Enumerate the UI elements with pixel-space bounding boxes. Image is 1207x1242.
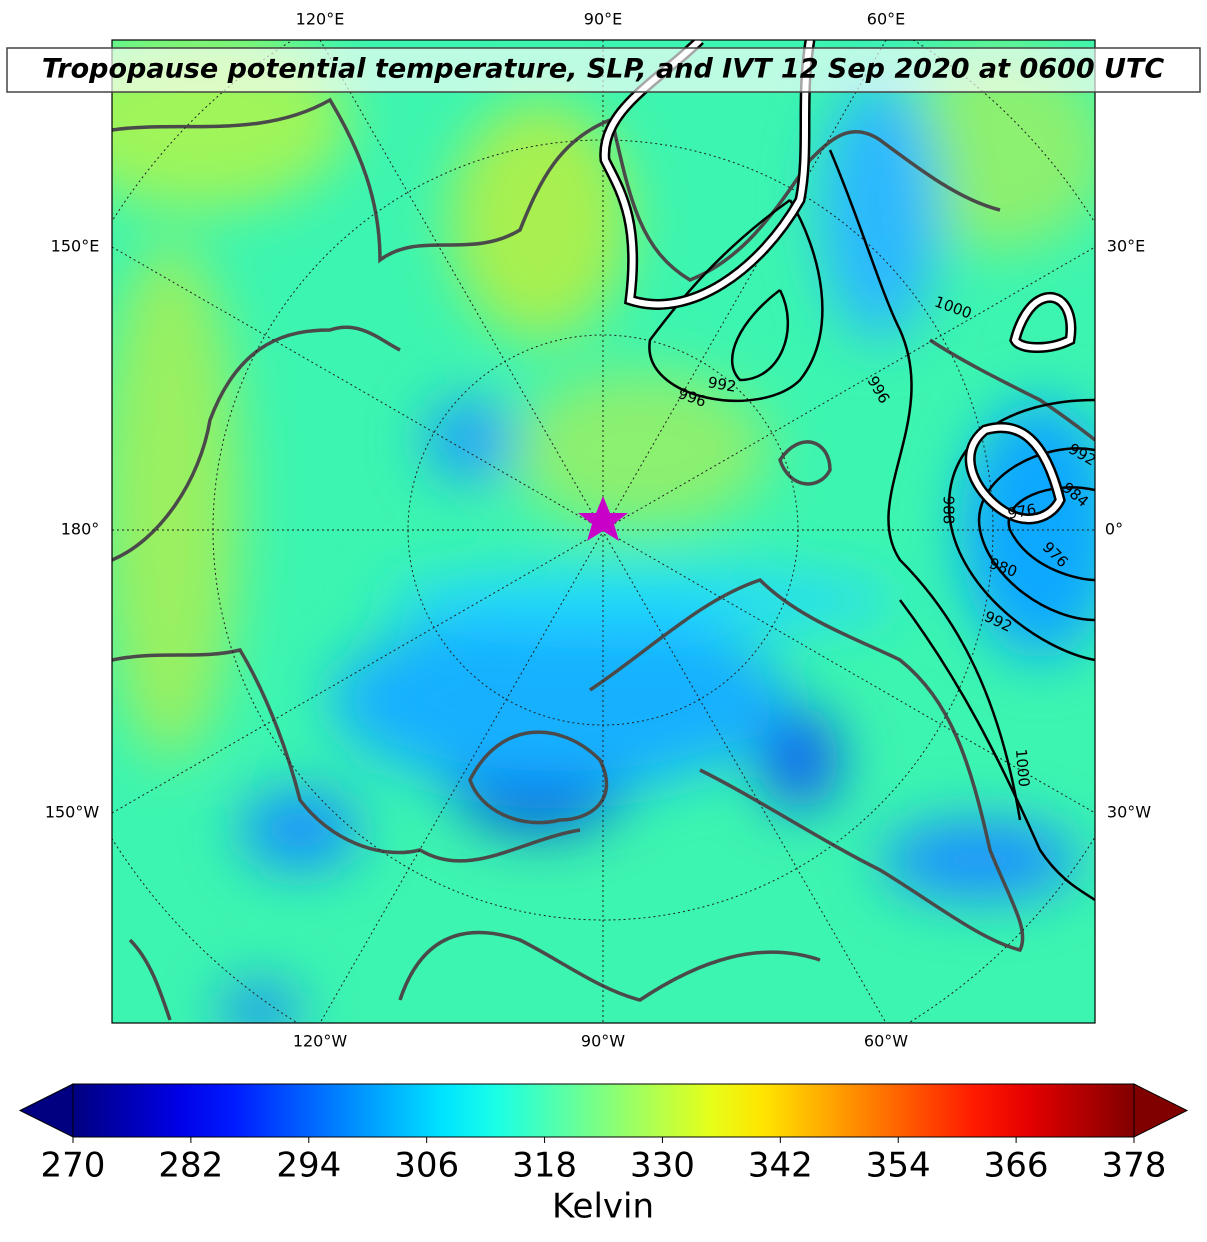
colorbar-tick-label: 330: [630, 1146, 695, 1186]
colorbar-tick-label: 366: [984, 1146, 1049, 1186]
colorbar-label: Kelvin: [552, 1187, 654, 1227]
graticule-label: 60°W: [864, 1032, 908, 1051]
coastlines: [112, 97, 1095, 1021]
contour-label: 976: [1006, 500, 1037, 523]
contour-label: 1000: [1012, 748, 1033, 788]
graticule-labels: 120°E 90°E 60°E 120°W 90°W 60°W 150°E 180° 150°W…: [45, 10, 1151, 1051]
contour-label: 988: [940, 496, 958, 525]
colorbar-extend-low: [18, 1083, 74, 1138]
colorbar-tick-label: 318: [512, 1146, 577, 1186]
graticule-label: 150°W: [45, 803, 100, 822]
colorbar-tick-label: 282: [158, 1146, 223, 1186]
graticule-label: 120°W: [293, 1032, 348, 1051]
graticule-label: 0°: [1105, 520, 1123, 539]
colorbar-tick-label: 294: [276, 1146, 341, 1186]
graticule-label: 150°E: [51, 237, 100, 256]
colorbar-tick-label: 342: [748, 1146, 813, 1186]
colorbar-frame: [72, 1083, 1135, 1138]
title: Tropopause potential temperature, SLP, a…: [42, 54, 1165, 85]
colorbar-extend-high: [1133, 1083, 1189, 1138]
colorbar-tick-label: 270: [41, 1146, 106, 1186]
pole-star: [578, 496, 628, 541]
map-frame: [111, 39, 1096, 1024]
colorbar-tick-label: 306: [394, 1146, 459, 1186]
colorbar-body: [73, 1084, 1134, 1137]
graticule-label: 90°E: [584, 10, 622, 29]
colorbar-tick-label: 354: [866, 1146, 931, 1186]
temperature-field: [112, 40, 1095, 1023]
colorbar-tick-label: 378: [1102, 1146, 1167, 1186]
graticule-label: 180°: [61, 520, 100, 539]
graticule-label: 60°E: [867, 10, 905, 29]
graticule-label: 30°E: [1107, 237, 1145, 256]
colorbar: 270 282 294 306 318 330 342 354 366 378 Kelvin: [18, 1083, 1189, 1227]
graticule-label: 90°W: [581, 1032, 625, 1051]
ivt-contours-inner: [601, 40, 1074, 522]
title-box: [6, 47, 1201, 93]
contour-label: 992: [706, 373, 737, 396]
graticule-label: 30°W: [1107, 803, 1151, 822]
graticule-label: 120°E: [296, 10, 345, 29]
